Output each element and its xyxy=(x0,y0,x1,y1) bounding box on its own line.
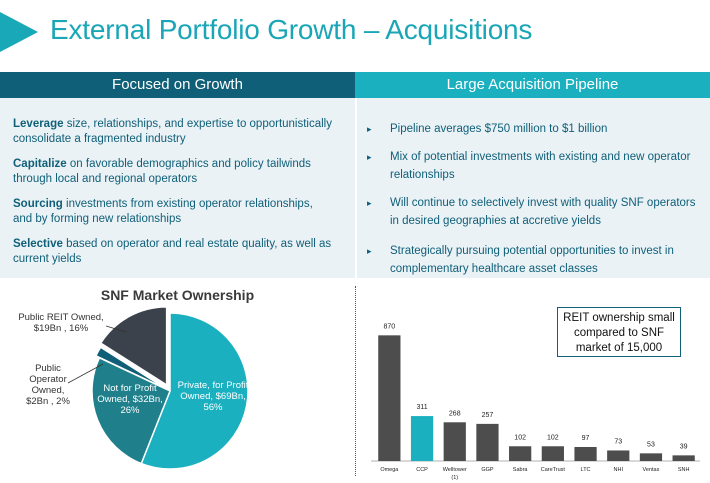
reit-ownership-bar-chart: 870 Omega 311 CCP 268 Welltower (1) 257 GGP 102 Sa… xyxy=(371,323,700,481)
focused-on-growth-header: Focused on Growth xyxy=(0,72,355,98)
growth-item-keyword: Sourcing xyxy=(13,198,63,210)
growth-item: Selective based on operator and real est… xyxy=(13,237,333,267)
growth-item-keyword: Selective xyxy=(13,238,63,250)
growth-item-text: based on operator and real estate qualit… xyxy=(13,238,332,265)
bullet-icon: ▸ xyxy=(367,152,372,162)
pie-slice xyxy=(91,356,171,465)
bar-value-label: 268 xyxy=(449,410,461,417)
reit-ownership-callout: REIT ownership small compared to SNF mar… xyxy=(557,307,681,357)
snf-ownership-pie-chart: Private, for Profit Owned, $69Bn, 56% Not f… xyxy=(18,306,249,470)
bar xyxy=(639,453,663,461)
bar-category-label: Ventas xyxy=(643,467,660,473)
growth-item-keyword: Capitalize xyxy=(13,158,67,170)
page-title: External Portfolio Growth – Acquisitions xyxy=(50,14,533,45)
bar xyxy=(541,446,564,461)
bar xyxy=(476,423,499,461)
bar-value-label: 311 xyxy=(416,404,427,411)
pipeline-item-text: Pipeline averages $750 million to $1 bil… xyxy=(390,123,608,135)
bar-category-label: GGP xyxy=(481,467,494,473)
leader-line xyxy=(105,325,127,333)
bar-value-label: 97 xyxy=(582,435,590,442)
pie-label-public-reit: Public REIT Owned, $19Bn , 16% xyxy=(18,312,103,334)
title-bar: External Portfolio Growth – Acquisitions xyxy=(0,0,710,66)
pie-label-private: Private, for Profit Owned, $69Bn, 56% xyxy=(178,380,249,413)
bar-value-label: 102 xyxy=(514,434,526,441)
bullet-icon: ▸ xyxy=(367,246,372,256)
bullet-icon: ▸ xyxy=(367,198,372,208)
acquisition-pipeline-panel xyxy=(357,98,710,278)
bar-category-label: CCP xyxy=(416,467,428,473)
bar-category-label: Omega xyxy=(380,467,399,473)
pie-chart-title: SNF Market Ownership xyxy=(100,287,255,303)
growth-item: Sourcing investments from existing opera… xyxy=(13,197,333,227)
growth-item-text: on favorable demographics and policy tai… xyxy=(13,158,311,185)
pie-slice xyxy=(99,306,168,387)
bar xyxy=(509,446,532,461)
bar-category-label: LTC xyxy=(581,467,591,473)
bar-value-label: 39 xyxy=(680,443,688,450)
bar-value-label: 102 xyxy=(547,434,559,441)
bar-value-label: 73 xyxy=(614,438,622,445)
growth-item-text: size, relationships, and expertise to op… xyxy=(13,118,332,145)
pipeline-item-text: Will continue to selectively invest with… xyxy=(390,197,696,227)
bar-category-label: CareTrust xyxy=(541,467,566,473)
growth-item: Capitalize on favorable demographics and… xyxy=(13,157,333,187)
pie-label-not-for-profit: Not for Profit Owned, $32Bn, 26% xyxy=(97,383,163,416)
bar-value-label: 870 xyxy=(384,323,396,330)
bar-category-label: Sabra xyxy=(513,467,529,473)
growth-item-text: investments from existing operator relat… xyxy=(13,198,313,225)
bar-category-label: Welltower (1) xyxy=(443,467,467,481)
bar xyxy=(378,335,401,461)
leader-line xyxy=(67,363,104,384)
pipeline-item-text: Strategically pursuing potential opportu… xyxy=(390,245,674,275)
bar xyxy=(574,446,597,461)
growth-item-keyword: Leverage xyxy=(13,118,64,130)
pie-slice xyxy=(94,346,167,390)
bar xyxy=(672,455,695,461)
bar-category-label: NHI xyxy=(614,467,624,473)
bar-value-label: 53 xyxy=(647,441,655,448)
bar xyxy=(410,416,434,461)
bullet-icon: ▸ xyxy=(367,124,372,134)
title-accent-arrow xyxy=(0,12,38,52)
section-divider xyxy=(355,286,356,476)
growth-item: Leverage size, relationships, and expert… xyxy=(13,117,333,147)
bar-value-label: 257 xyxy=(482,412,494,419)
focused-on-growth-panel xyxy=(0,98,355,278)
pie-slice xyxy=(140,312,249,470)
bar xyxy=(607,450,630,461)
pie-label-public-operator: Public Operator Owned, $2Bn , 2% xyxy=(26,363,70,407)
pipeline-item-text: Mix of potential investments with existi… xyxy=(390,151,691,181)
bar-category-label: SNH xyxy=(678,467,690,473)
bar xyxy=(443,422,466,461)
acquisition-pipeline-header: Large Acquisition Pipeline xyxy=(355,72,710,98)
